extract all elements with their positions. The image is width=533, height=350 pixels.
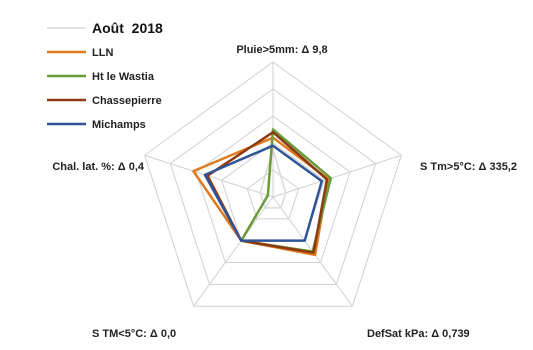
radar-spokes (144, 62, 402, 307)
grid-ring-4 (169, 88, 377, 285)
radar-grid (144, 61, 402, 307)
series-line-reference (259, 149, 287, 209)
data-point-michamps-5 (204, 174, 206, 176)
grid-ring-5 (144, 61, 402, 307)
legend-label-lln: LLN (92, 47, 113, 59)
grid-ring-3 (195, 115, 351, 264)
series-line-michamps (203, 144, 324, 242)
axis-label-stm-inf: S TM<5°C: Δ 0,0 (92, 328, 176, 340)
data-point-lln-5 (192, 170, 194, 172)
data-point-ht-le-wastia-1 (272, 128, 274, 131)
legend-label-chassepierre: Chassepierre (92, 95, 162, 107)
data-point-reference-3 (280, 207, 282, 209)
data-point-reference-5 (259, 192, 261, 194)
legend-label-ht-le-wastia: Ht le Wastia (92, 71, 155, 83)
data-point-lln-3 (314, 254, 316, 256)
series-michamps (203, 144, 324, 242)
radar-series (192, 128, 333, 257)
axis-label-chal-lat: Chal. lat. %: Δ 0,4 (52, 161, 145, 173)
data-point-chassepierre-1 (272, 131, 274, 133)
grid-ring-1 (246, 169, 300, 220)
data-point-chassepierre-2 (326, 178, 328, 181)
data-point-chassepierre-3 (312, 252, 315, 254)
series-reference (259, 149, 287, 209)
data-point-michamps-2 (321, 180, 323, 182)
data-point-reference-4 (264, 207, 266, 209)
data-point-ht-le-wastia-2 (330, 177, 332, 179)
legend-label-michamps: Michamps (92, 119, 146, 131)
legend: Août 2018 LLN Ht le Wastia Chassepierre … (47, 20, 163, 131)
data-point-michamps-1 (272, 145, 274, 147)
data-point-michamps-3 (304, 240, 306, 242)
data-point-reference-1 (272, 149, 274, 151)
axis-label-pluie: Pluie>5mm: Δ 9,8 (236, 44, 327, 56)
data-point-michamps-4 (240, 240, 242, 242)
data-point-reference-2 (285, 192, 287, 194)
axis-spoke-4 (193, 196, 274, 307)
chart-title: Août 2018 (92, 20, 163, 36)
axis-label-defsat: DefSat kPa: Δ 0,739 (367, 328, 470, 340)
axis-label-stm-sup: S Tm>5°C: Δ 335,2 (420, 161, 517, 173)
data-point-chassepierre-5 (206, 175, 209, 177)
axis-spoke-2 (272, 154, 402, 198)
data-point-ht-le-wastia-5 (267, 194, 269, 196)
